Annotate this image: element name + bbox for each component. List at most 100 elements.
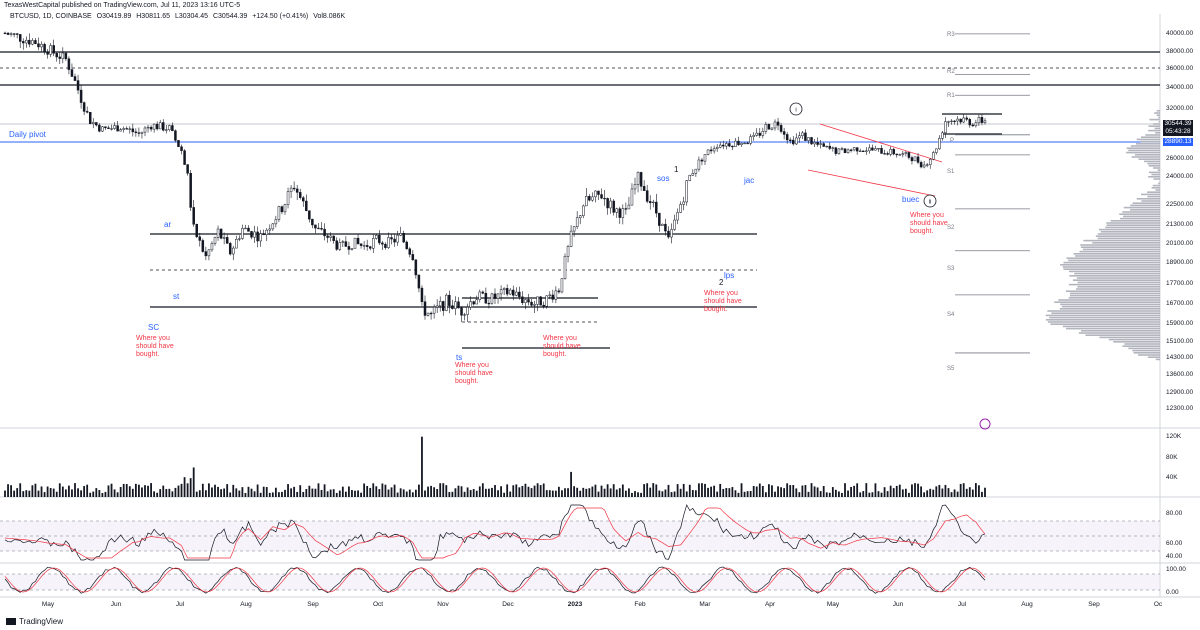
price-tick: 26000.00 [1166, 155, 1193, 162]
volume-bar [183, 477, 186, 497]
volume-bar [828, 492, 831, 497]
candle-body [168, 125, 171, 130]
stoch-tick: 0.00 [1166, 589, 1179, 596]
candle-body [761, 131, 765, 136]
candle-body [368, 246, 372, 249]
volume-bar [515, 484, 518, 497]
volume-profile-bar [1076, 288, 1160, 290]
volume-bar [338, 490, 341, 497]
candle-body [688, 174, 692, 181]
candle-body [110, 128, 113, 130]
candle-body [935, 148, 938, 153]
candle-body [426, 312, 430, 316]
candle-body [530, 301, 533, 306]
candle-body [216, 228, 220, 238]
volume-profile-bar [1047, 310, 1160, 312]
volume-bar [475, 490, 478, 497]
symbol-label[interactable]: BTCUSD, 1D, COINBASE [10, 13, 92, 20]
volume-bar [545, 490, 548, 497]
volume-bar [856, 483, 859, 497]
pivot-s3: S3 [947, 266, 955, 272]
time-tick: Apr [765, 601, 776, 608]
volume-bar [138, 484, 140, 497]
volume-profile-bar [1105, 226, 1160, 229]
volume-profile-bar [1110, 220, 1160, 222]
volume-bar [329, 489, 332, 497]
volume-bar [92, 491, 95, 497]
candle-body [104, 126, 107, 129]
candle-body [685, 180, 688, 203]
tradingview-logo[interactable]: TradingView [6, 617, 63, 626]
volume-bar [664, 489, 667, 497]
volume-bar [165, 489, 168, 497]
volume-profile-bar [1147, 162, 1160, 165]
candle-body [152, 123, 156, 130]
candle-body [834, 147, 838, 154]
candle-body [46, 51, 49, 55]
volume-bar [704, 483, 706, 497]
candle-body [365, 245, 369, 247]
candle-body [399, 233, 402, 236]
candle-body [326, 235, 329, 238]
volume-profile-bar [1134, 154, 1160, 156]
candle-body [725, 143, 728, 147]
volume-profile-bar [1155, 132, 1160, 134]
candle-body [612, 200, 615, 213]
volume-bar [80, 490, 82, 497]
volume-bar [445, 485, 448, 497]
candle-body [563, 255, 567, 279]
volume-bar [981, 491, 983, 497]
volume-profile-bar [1148, 165, 1160, 167]
candle-body [481, 291, 485, 294]
candle-body [700, 159, 704, 162]
volume-bar [384, 484, 387, 497]
volume-bar [198, 490, 201, 497]
volume-tick: 120K [1166, 433, 1182, 440]
volume-profile-bar [1063, 261, 1160, 264]
candle-body [971, 124, 975, 127]
candle-body [292, 187, 296, 190]
volume-bar [941, 488, 944, 497]
pivot-p: P [950, 138, 955, 144]
volume-profile-bar [1049, 316, 1160, 319]
candle-body [852, 147, 856, 151]
volume-profile-bar [1126, 151, 1160, 154]
volume-bar [783, 488, 786, 497]
volume-profile-bar [1153, 178, 1160, 180]
candle-body [393, 238, 396, 243]
candle-body [947, 121, 950, 123]
volume-bar [433, 487, 436, 497]
volume-profile-bar [1083, 239, 1160, 242]
volume-profile-bar [1152, 184, 1160, 187]
bought-note-sc: Where you should have bought. [136, 335, 174, 358]
daily-pivot-label: Daily pivot [9, 130, 46, 139]
volume-profile-bar [1131, 156, 1160, 158]
volume-bar [220, 489, 222, 497]
candle-body [375, 235, 378, 239]
volume-bar [421, 436, 423, 497]
candle-body [941, 132, 944, 139]
volume-bar [128, 486, 131, 497]
time-tick: Oct [373, 601, 383, 608]
volume-profile-bar [1155, 358, 1160, 361]
volume-profile-bar [1074, 272, 1160, 275]
candle-body [880, 147, 883, 154]
volume-bar [929, 488, 932, 497]
volume-bar [786, 483, 789, 497]
volume-bar [332, 489, 335, 497]
volume-bar [211, 487, 213, 497]
channel-upper [819, 123, 943, 163]
candle-body [965, 117, 968, 120]
volume-bar [691, 490, 694, 497]
candle-body [652, 201, 655, 204]
candle-body [895, 153, 898, 156]
volume-bar [859, 492, 862, 497]
candle-body [423, 301, 427, 316]
volume-bar [725, 487, 728, 497]
candle-body [521, 296, 524, 303]
volume-bar [262, 486, 265, 497]
volume-bar [588, 488, 591, 497]
volume-bar [265, 487, 268, 497]
